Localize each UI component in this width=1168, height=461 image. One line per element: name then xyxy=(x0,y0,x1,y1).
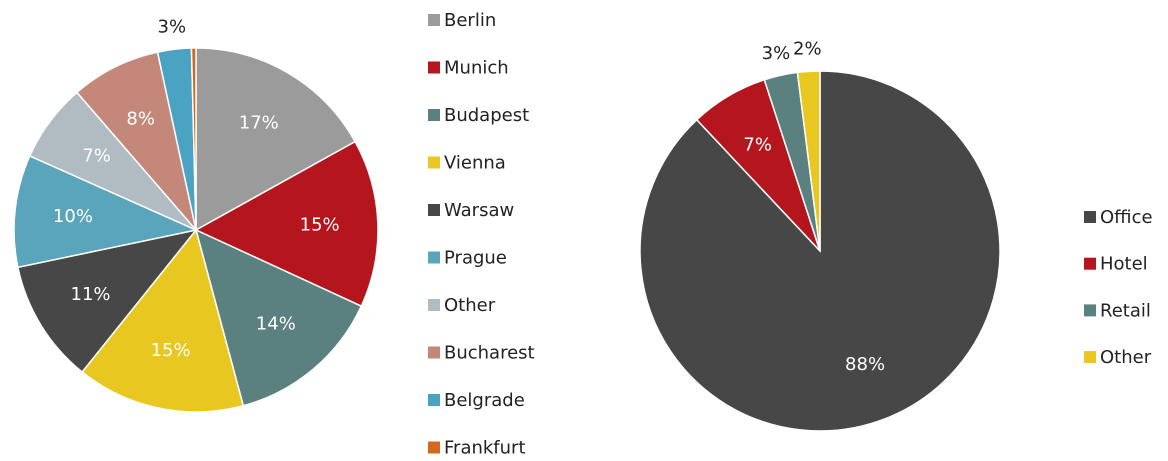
legend-label: Other xyxy=(444,295,496,316)
legend-label: Retail xyxy=(1100,300,1151,321)
data-label: 2% xyxy=(793,38,822,59)
legend-label: Warsaw xyxy=(444,200,514,221)
legend-swatch xyxy=(1084,211,1096,223)
pie-slice xyxy=(16,228,198,374)
legend-swatch xyxy=(428,204,440,216)
legend-label: Hotel xyxy=(1100,254,1148,275)
legend-label: Prague xyxy=(444,248,507,269)
data-label: 7% xyxy=(82,145,111,166)
legend-label: Munich xyxy=(444,58,509,79)
data-label: 15% xyxy=(151,340,191,361)
legend-swatch xyxy=(428,156,440,169)
data-label: 88% xyxy=(845,354,885,375)
legend-swatch xyxy=(428,61,440,74)
legend-label: Vienna xyxy=(444,153,506,174)
data-label: 17% xyxy=(239,112,279,133)
pie-slice xyxy=(195,47,357,232)
pie-slice xyxy=(13,154,199,269)
legend-swatch xyxy=(428,14,440,26)
legend-label: Berlin xyxy=(444,10,496,31)
data-label: 11% xyxy=(71,284,111,305)
pie-slice xyxy=(75,51,197,231)
data-label: 10% xyxy=(53,206,93,227)
legend-swatch xyxy=(428,299,440,311)
legend-swatch xyxy=(1084,304,1096,317)
legend-swatch xyxy=(428,109,440,121)
data-label: 3% xyxy=(158,16,187,37)
legend-swatch xyxy=(428,441,440,454)
data-label: 14% xyxy=(256,314,296,335)
legend-label: Belgrade xyxy=(444,390,525,411)
legend-swatch xyxy=(428,394,440,406)
legend-label: Office xyxy=(1100,207,1153,228)
legend-label: Bucharest xyxy=(444,343,535,364)
data-label: 3% xyxy=(762,43,791,64)
pie-slice xyxy=(796,70,821,252)
pie-slice xyxy=(81,228,245,413)
data-label: 15% xyxy=(300,214,340,235)
pie-slice xyxy=(194,140,379,308)
pie-slice xyxy=(190,47,197,231)
legend-swatch xyxy=(1084,257,1096,270)
legend-label: Frankfurt xyxy=(444,438,526,458)
legend-swatch xyxy=(1084,351,1096,364)
data-label: 7% xyxy=(743,135,772,156)
data-label: 8% xyxy=(126,108,155,129)
legend-label: Other xyxy=(1100,347,1152,368)
legend-swatch xyxy=(428,251,440,264)
legend-label: Budapest xyxy=(444,105,529,126)
pie-slice xyxy=(194,228,363,407)
legend-swatch xyxy=(428,346,440,359)
